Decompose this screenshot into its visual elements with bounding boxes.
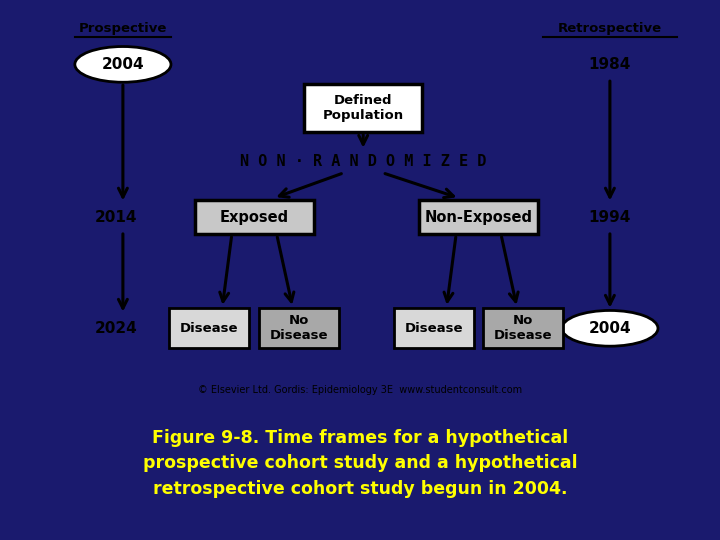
Text: 2014: 2014 xyxy=(95,210,138,225)
Bar xyxy=(419,200,538,234)
Text: © Elsevier Ltd. Gordis: Epidemiology 3E  www.studentconsult.com: © Elsevier Ltd. Gordis: Epidemiology 3E … xyxy=(198,385,522,395)
Text: Disease: Disease xyxy=(180,322,238,335)
Ellipse shape xyxy=(75,46,171,82)
Bar xyxy=(304,84,423,132)
Text: Figure 9-8. Time frames for a hypothetical
prospective cohort study and a hypoth: Figure 9-8. Time frames for a hypothetic… xyxy=(143,429,577,498)
Bar xyxy=(169,308,249,348)
Text: Disease: Disease xyxy=(405,322,463,335)
Bar xyxy=(259,308,339,348)
Bar xyxy=(195,200,313,234)
Text: 1984: 1984 xyxy=(589,57,631,72)
Text: Defined
Population: Defined Population xyxy=(323,94,404,122)
Text: 2004: 2004 xyxy=(102,57,144,72)
Text: Prospective: Prospective xyxy=(78,22,167,35)
Text: 2024: 2024 xyxy=(95,321,138,336)
Text: Retrospective: Retrospective xyxy=(558,22,662,35)
Text: Exposed: Exposed xyxy=(220,210,289,225)
Text: Non-Exposed: Non-Exposed xyxy=(425,210,533,225)
Text: 2004: 2004 xyxy=(588,321,631,336)
Bar xyxy=(394,308,474,348)
Text: No
Disease: No Disease xyxy=(494,314,553,342)
Text: N O N · R A N D O M I Z E D: N O N · R A N D O M I Z E D xyxy=(240,154,487,169)
Bar xyxy=(483,308,564,348)
Text: No
Disease: No Disease xyxy=(270,314,328,342)
Text: 1994: 1994 xyxy=(589,210,631,225)
Ellipse shape xyxy=(562,310,658,346)
